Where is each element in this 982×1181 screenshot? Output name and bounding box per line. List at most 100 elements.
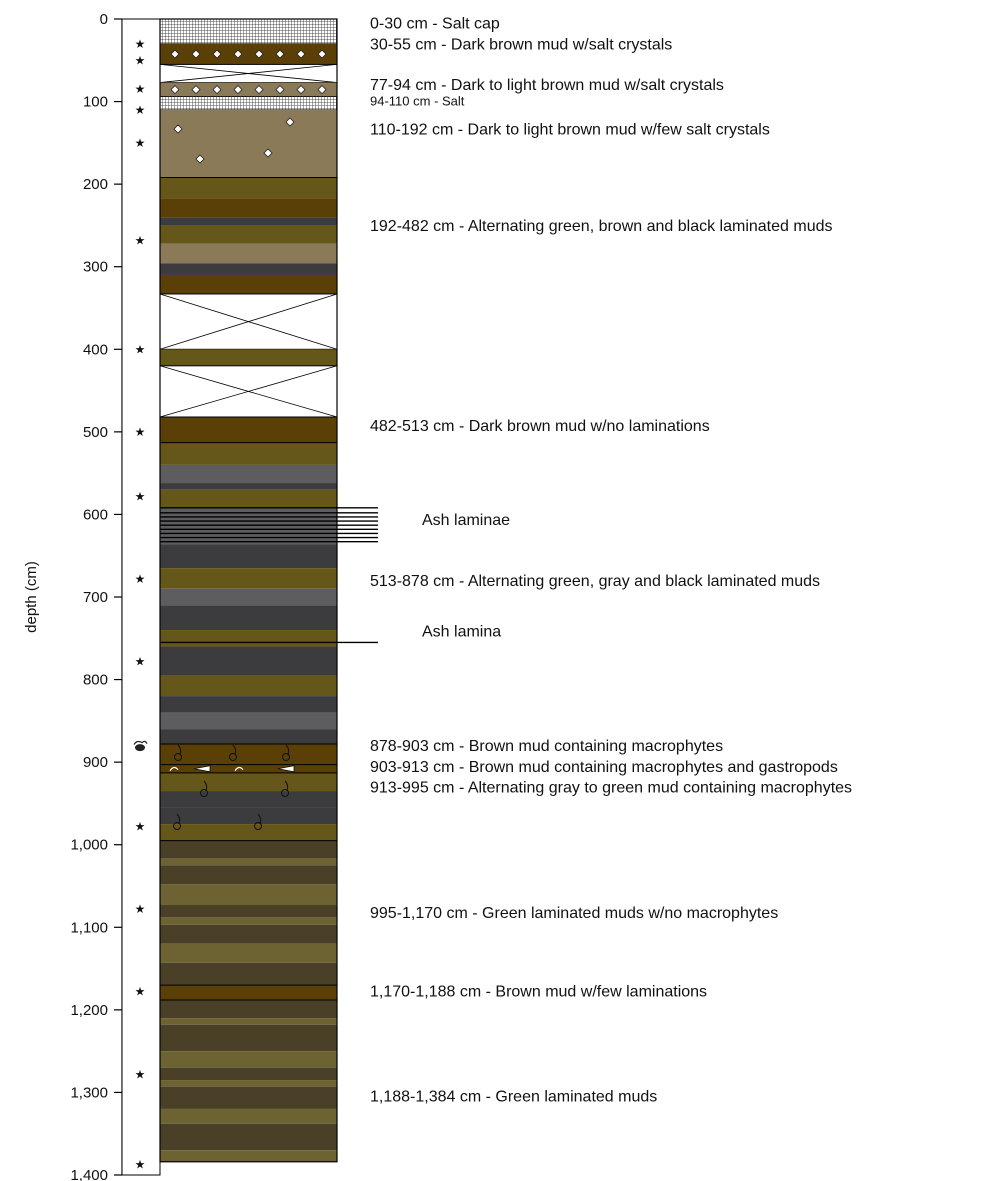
macrophyte-symbol-stem [203,780,208,792]
gastropod-symbol-shell [277,765,295,773]
macrophyte-symbol-stem [285,744,290,756]
lithology-layer [160,884,337,905]
lithology-layer [160,19,337,44]
unit-description: 1,188-1,384 cm - Green laminated muds [370,1088,657,1105]
unit-description: 110-192 cm - Dark to light brown mud w/f… [370,121,770,138]
lithology-layer [160,675,337,697]
lithology-layer [160,865,337,885]
lithology-layer [160,442,337,465]
depth-axis-label: depth (cm) [23,561,40,633]
salt-crystal [191,49,201,59]
missing-section-cross [159,64,338,83]
unit-description: 913-995 cm - Alternating gray to green m… [370,780,852,797]
unit-description: 1,170-1,188 cm - Brown mud w/few laminat… [370,983,707,1000]
macrophyte-symbol-stem [232,744,237,756]
sample-star: ★ [135,53,146,67]
lithology-layer [160,217,337,226]
special-sample-top [133,740,148,745]
macrophyte-symbol [282,744,290,761]
lithology-layer [160,999,337,1019]
salt-crystal [296,85,306,95]
salt-crystal [233,85,243,95]
salt-crystal [275,49,285,59]
axis-tick-label: 1,100 [70,919,108,936]
lithology-layer [160,1080,337,1087]
lithology-layer [160,824,337,841]
macrophyte-symbol-stem [176,813,181,825]
unit-description: Ash lamina [422,623,501,640]
lithology-layer [160,924,337,944]
axis-tick-label: 200 [83,176,108,193]
salt-crystal [275,85,285,95]
macrophyte-symbol-base [281,789,289,797]
gastropod-symbol [277,765,295,773]
sample-star: ★ [135,985,146,999]
lithology-layer [160,696,337,713]
lithology-layer [160,772,337,792]
lithology-layer [160,82,337,97]
lithology-layer [160,1123,337,1151]
lithology-layer [160,1108,337,1124]
macrophyte-symbol-stem [257,813,262,825]
unit-description: 0-30 cm - Salt cap [370,16,500,33]
macrophyte-symbol-base [174,753,182,761]
lithology-layer [160,96,337,110]
gastropod-symbol [193,765,211,773]
lithology-layer [160,962,337,986]
sample-star: ★ [135,1067,146,1081]
lithology-layer [160,544,337,569]
gastropod-symbol-shell [169,766,179,772]
lithology-layer [160,743,337,765]
macrophyte-symbol-base [254,822,262,830]
macrophyte-symbol [229,744,237,761]
unit-description: 77-94 cm - Dark to light brown mud w/sal… [370,77,724,94]
unit-descriptions: 0-30 cm - Salt cap 30-55 cm - Dark brown … [370,16,852,1106]
lithology-layer [160,985,337,1000]
macrophyte-symbol-base [173,822,181,830]
macrophyte-symbol-stem [284,780,289,792]
axis-tick-label: 0 [100,11,108,28]
axis-tick-label: 300 [83,259,108,276]
unit-description: 513-878 cm - Alternating green, gray and… [370,573,820,590]
fossil-and-crystal-markers [169,49,327,830]
macrophyte-symbol-stem [177,744,182,756]
lithology-layer [160,263,337,275]
special-sample-marker [133,740,148,752]
special-sample-body [135,744,145,752]
lithology-layer [160,605,337,631]
axis-tick-label: 800 [83,672,108,689]
axis-tick-label: 100 [83,94,108,111]
unit-description: 995-1,170 cm - Green laminated muds w/no… [370,905,778,922]
unit-description: 878-903 cm - Brown mud containing macrop… [370,738,723,755]
lithology-layer [160,840,337,859]
lithology-layer [160,483,337,490]
lithology-layer [160,712,337,730]
sample-star: ★ [135,572,146,586]
sample-star: ★ [135,233,146,247]
lithology-layer [160,1018,337,1025]
sample-column-frame [121,18,161,1176]
salt-crystal [170,49,180,59]
salt-crystal [212,85,222,95]
sample-star: ★ [135,1157,146,1171]
salt-crystal [254,85,264,95]
lithology-layer [160,349,337,366]
lithology-layer [160,630,337,647]
lithology-layer [160,43,337,65]
gastropod-symbol [169,766,179,772]
lithology-layer [160,274,337,294]
lithology-column [159,18,338,1163]
sample-star: ★ [135,342,146,356]
lithology-layer [160,729,337,744]
lithology-layer [160,807,337,825]
gastropod-symbol-shell [234,766,244,772]
axis-tick-label: 500 [83,424,108,441]
lithology-layer [160,109,337,178]
lithology-layer [160,764,337,773]
lithology-layer [160,198,337,218]
lithology-layer [160,1051,337,1068]
macrophyte-symbol [200,780,208,797]
salt-crystal [317,85,327,95]
missing-section-cross [159,293,338,350]
